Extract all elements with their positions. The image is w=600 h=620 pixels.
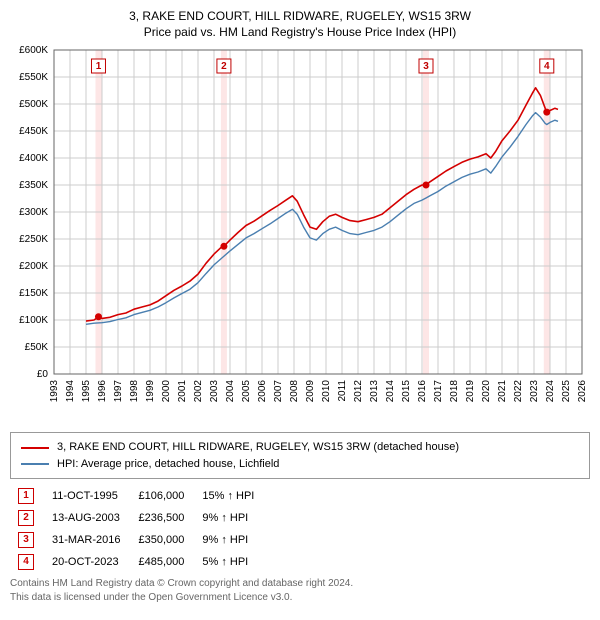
svg-text:2006: 2006 [257,380,268,403]
svg-text:£600K: £600K [19,45,48,56]
up-arrow-icon: ↑ [227,490,233,502]
txn-marker: 1 [14,485,48,507]
svg-text:2019: 2019 [465,380,476,403]
svg-text:£200K: £200K [19,261,48,272]
svg-text:2004: 2004 [225,380,236,403]
svg-text:2005: 2005 [241,380,252,403]
transaction-row: 2 13-AUG-2003£236,5009% ↑ HPI [14,507,268,529]
txn-marker: 3 [14,529,48,551]
svg-text:2: 2 [221,61,227,72]
txn-pct: 9% ↑ HPI [198,529,268,551]
txn-pct: 15% ↑ HPI [198,485,268,507]
svg-text:£450K: £450K [19,126,48,137]
marker-box-icon: 4 [18,554,34,570]
transactions-table: 1 11-OCT-1995£106,00015% ↑ HPI 2 13-AUG-200… [14,485,268,573]
svg-text:2001: 2001 [177,380,188,403]
transaction-row: 1 11-OCT-1995£106,00015% ↑ HPI [14,485,268,507]
svg-text:2015: 2015 [401,380,412,403]
svg-text:1998: 1998 [129,380,140,403]
svg-text:£300K: £300K [19,207,48,218]
svg-text:£250K: £250K [19,234,48,245]
svg-text:2016: 2016 [417,380,428,403]
svg-text:1993: 1993 [49,380,60,403]
txn-pct: 5% ↑ HPI [198,551,268,573]
svg-text:4: 4 [544,61,550,72]
svg-text:2025: 2025 [561,380,572,403]
svg-text:2010: 2010 [321,380,332,403]
txn-date: 11-OCT-1995 [48,485,134,507]
svg-text:£400K: £400K [19,153,48,164]
txn-date: 13-AUG-2003 [48,507,134,529]
txn-price: £106,000 [134,485,198,507]
svg-text:2017: 2017 [433,380,444,403]
footnote-2: This data is licensed under the Open Gov… [10,591,590,605]
svg-text:2007: 2007 [273,380,284,403]
marker-box-icon: 1 [18,488,34,504]
marker-box-icon: 3 [18,532,34,548]
transaction-row: 4 20-OCT-2023£485,0005% ↑ HPI [14,551,268,573]
up-arrow-icon: ↑ [221,556,227,568]
price-chart: £0 £50K £100K £150K £200K £250K £300K £350K £400… [10,44,590,424]
footnote-1: Contains HM Land Registry data © Crown c… [10,577,590,591]
svg-text:2008: 2008 [289,380,300,403]
svg-text:2018: 2018 [449,380,460,403]
svg-text:1997: 1997 [113,380,124,403]
svg-text:3: 3 [423,61,429,72]
svg-text:2012: 2012 [353,380,364,403]
txn-price: £350,000 [134,529,198,551]
svg-text:2014: 2014 [385,380,396,403]
legend: 3, RAKE END COURT, HILL RIDWARE, RUGELEY… [10,432,590,479]
legend-label-hpi: HPI: Average price, detached house, Lich… [57,456,279,473]
footnotes: Contains HM Land Registry data © Crown c… [10,577,590,604]
legend-swatch-subject [21,447,49,449]
svg-text:2009: 2009 [305,380,316,403]
page: { "title_line1": "3, RAKE END COURT, HIL… [0,0,600,620]
title-line-2: Price paid vs. HM Land Registry's House … [10,24,590,40]
svg-text:£50K: £50K [25,342,49,353]
txn-marker: 2 [14,507,48,529]
svg-text:£150K: £150K [19,288,48,299]
txn-price: £485,000 [134,551,198,573]
legend-label-subject: 3, RAKE END COURT, HILL RIDWARE, RUGELEY… [57,439,459,456]
svg-text:2022: 2022 [513,380,524,403]
svg-text:2021: 2021 [497,380,508,403]
svg-text:£500K: £500K [19,99,48,110]
svg-text:1994: 1994 [65,380,76,403]
chart-svg: £0 £50K £100K £150K £200K £250K £300K £350K £400… [10,44,590,424]
svg-text:2000: 2000 [161,380,172,403]
txn-marker: 4 [14,551,48,573]
chart-titles: 3, RAKE END COURT, HILL RIDWARE, RUGELEY… [10,8,590,40]
svg-text:2026: 2026 [577,380,588,403]
svg-text:1: 1 [96,61,102,72]
svg-text:1999: 1999 [145,380,156,403]
up-arrow-icon: ↑ [221,534,227,546]
title-line-1: 3, RAKE END COURT, HILL RIDWARE, RUGELEY… [10,8,590,24]
svg-text:2003: 2003 [209,380,220,403]
txn-price: £236,500 [134,507,198,529]
txn-date: 31-MAR-2016 [48,529,134,551]
up-arrow-icon: ↑ [221,512,227,524]
svg-text:2013: 2013 [369,380,380,403]
legend-item-subject: 3, RAKE END COURT, HILL RIDWARE, RUGELEY… [21,439,579,456]
txn-date: 20-OCT-2023 [48,551,134,573]
svg-text:£350K: £350K [19,180,48,191]
svg-text:2023: 2023 [529,380,540,403]
svg-text:2024: 2024 [545,380,556,403]
legend-swatch-hpi [21,463,49,465]
svg-text:£100K: £100K [19,315,48,326]
transaction-row: 3 31-MAR-2016£350,0009% ↑ HPI [14,529,268,551]
svg-text:1995: 1995 [81,380,92,403]
svg-text:2020: 2020 [481,380,492,403]
marker-box-icon: 2 [18,510,34,526]
svg-text:2002: 2002 [193,380,204,403]
svg-text:1996: 1996 [97,380,108,403]
legend-item-hpi: HPI: Average price, detached house, Lich… [21,456,579,473]
svg-text:2011: 2011 [337,380,348,402]
txn-pct: 9% ↑ HPI [198,507,268,529]
svg-text:£0: £0 [37,369,49,380]
svg-text:£550K: £550K [19,72,48,83]
